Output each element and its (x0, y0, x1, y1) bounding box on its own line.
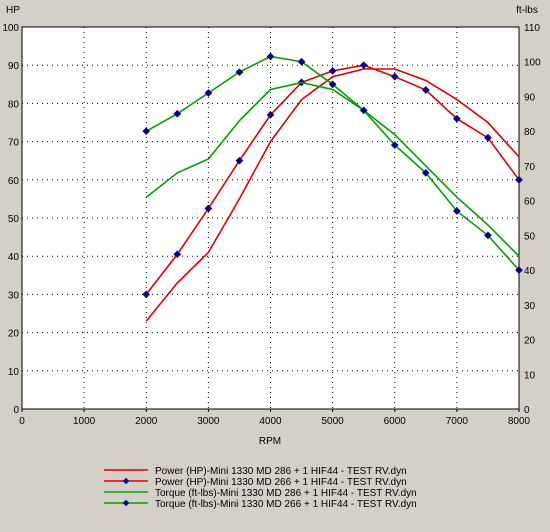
data-point-marker (452, 114, 461, 123)
y-right-tick-label: 90 (524, 92, 536, 103)
y-left-tick-label: 100 (2, 23, 19, 34)
y-left-tick-label: 40 (8, 252, 20, 263)
data-point-marker (204, 89, 213, 97)
legend-marker (122, 477, 130, 485)
x-tick-label: 5000 (322, 416, 345, 427)
legend-marker (122, 499, 130, 507)
data-point-marker (452, 207, 461, 216)
data-point-marker (390, 72, 399, 81)
data-point-marker (328, 80, 337, 89)
data-point-marker (483, 133, 492, 142)
x-tick-label: 1000 (73, 416, 96, 427)
y-left-tick-label: 30 (8, 290, 20, 301)
data-point-marker (421, 168, 430, 177)
grid-layer (21, 26, 520, 410)
y-left-tick-label: 80 (8, 99, 20, 110)
y-right-tick-label: 70 (524, 162, 536, 173)
y-right-tick-label: 60 (524, 197, 536, 208)
legend-label: Torque (ft-lbs)-Mini 1330 MD 266 + 1 HIF… (155, 499, 417, 510)
data-point-marker (173, 250, 182, 259)
y-right-axis-title: ft-lbs (516, 5, 538, 16)
y-left-tick-label: 20 (8, 329, 20, 340)
series-layer (142, 52, 523, 322)
y-left-tick-label: 0 (13, 405, 19, 416)
legend-label: Power (HP)-Mini 1330 MD 266 + 1 HIF44 - … (155, 477, 407, 488)
x-tick-label: 0 (19, 416, 25, 427)
data-point-marker (328, 66, 337, 75)
y-right-tick-label: 20 (524, 336, 536, 347)
data-point-marker (390, 141, 399, 150)
x-tick-label: 3000 (197, 416, 220, 427)
data-point-marker (515, 175, 523, 184)
y-right-tick-label: 30 (524, 301, 536, 312)
x-tick-label: 6000 (384, 416, 407, 427)
y-right-tick-label: 10 (524, 370, 536, 381)
data-point-marker (359, 61, 368, 70)
legend-item-1: Power (HP)-Mini 1330 MD 286 + 1 HIF44 - … (104, 466, 407, 477)
data-point-marker (142, 290, 151, 299)
axes-layer: 0 1000 2000 3000 4000 5000 6000 7000 80000102030… (2, 23, 541, 427)
data-point-marker (173, 109, 182, 118)
data-point-marker (483, 231, 492, 240)
legend-item-2: Power (HP)-Mini 1330 MD 266 + 1 HIF44 - … (104, 477, 407, 488)
legend-label: Torque (ft-lbs)-Mini 1330 MD 286 + 1 HIF… (155, 488, 417, 499)
data-point-marker (204, 204, 213, 213)
legend-item-4: Torque (ft-lbs)-Mini 1330 MD 266 + 1 HIF… (104, 499, 417, 510)
data-point-marker (266, 52, 275, 61)
x-tick-label: 8000 (508, 416, 531, 427)
x-tick-label: 7000 (446, 416, 469, 427)
data-point-marker (142, 127, 151, 136)
y-left-tick-label: 90 (8, 61, 20, 72)
data-point-marker (266, 110, 275, 119)
x-axis-title: RPM (259, 436, 281, 447)
y-right-tick-label: 110 (524, 23, 540, 34)
data-point-marker (297, 57, 306, 66)
series-line-1 (145, 68, 520, 322)
y-right-tick-label: 0 (524, 405, 530, 416)
legend-item-3: Torque (ft-lbs)-Mini 1330 MD 286 + 1 HIF… (104, 488, 417, 499)
data-point-marker (421, 86, 430, 94)
y-left-tick-label: 60 (8, 176, 20, 187)
data-point-marker (515, 266, 523, 275)
y-right-tick-label: 100 (524, 58, 541, 69)
data-point-marker (235, 68, 244, 77)
legend-label: Power (HP)-Mini 1330 MD 286 + 1 HIF44 - … (155, 466, 407, 477)
y-left-tick-label: 10 (8, 367, 20, 378)
series-line-3 (145, 81, 520, 257)
x-tick-label: 2000 (135, 416, 158, 427)
y-right-tick-label: 80 (524, 127, 536, 138)
x-tick-label: 4000 (259, 416, 282, 427)
data-point-marker (359, 106, 368, 115)
y-right-tick-label: 50 (524, 231, 536, 242)
y-left-tick-label: 70 (8, 138, 20, 149)
legend: Power (HP)-Mini 1330 MD 286 + 1 HIF44 - … (104, 466, 417, 510)
y-left-axis-title: HP (6, 5, 20, 16)
y-right-tick-label: 40 (524, 266, 536, 277)
y-left-tick-label: 50 (8, 214, 20, 225)
data-point-marker (235, 156, 244, 165)
